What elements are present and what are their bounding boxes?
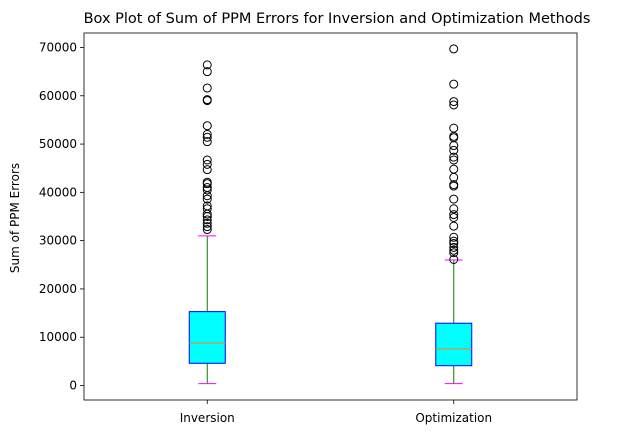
y-tick-label: 30000: [39, 234, 77, 248]
outlier-point: [449, 164, 459, 174]
outlier-point: [202, 183, 212, 193]
outlier-point: [449, 44, 459, 54]
outlier-point: [449, 221, 459, 231]
y-tick-label: 40000: [39, 185, 77, 199]
y-tick-label: 10000: [39, 330, 77, 344]
outlier-point: [202, 225, 212, 235]
outlier-point: [449, 100, 459, 110]
outlier-point: [202, 121, 212, 131]
outlier-point: [202, 218, 212, 228]
outlier-point: [449, 204, 459, 214]
outlier-point: [202, 67, 212, 77]
y-tick-label: 20000: [39, 282, 77, 296]
outlier-point: [202, 155, 212, 165]
outlier-point: [449, 141, 459, 151]
outlier-point: [449, 212, 459, 222]
outlier-point: [449, 123, 459, 133]
outlier-point: [449, 180, 459, 190]
outlier-point: [449, 145, 459, 155]
y-axis-label: Sum of PPM Errors: [8, 163, 22, 273]
box-iqr: [188, 311, 226, 364]
plot-area: 0 10000 20000 30000 40000 50000 60000 70000 Inve…: [39, 32, 578, 425]
outlier-point: [449, 239, 459, 249]
outlier-point: [202, 201, 212, 211]
x-tick-label: Optimization: [415, 411, 492, 425]
outlier-point: [449, 155, 459, 165]
outlier-point: [449, 242, 459, 252]
y-tick-label: 50000: [39, 137, 77, 151]
y-tick-label: 0: [69, 379, 77, 393]
outlier-point: [449, 236, 459, 246]
outlier-point: [449, 194, 459, 204]
outlier-point: [449, 152, 459, 162]
box-iqr: [435, 322, 473, 367]
outlier-point: [202, 194, 212, 204]
axes-frame: [83, 32, 578, 401]
outlier-point: [202, 222, 212, 232]
outlier-point: [449, 248, 459, 258]
outlier-point: [202, 215, 212, 225]
outlier-point: [202, 177, 212, 187]
outlier-point: [202, 165, 212, 175]
outlier-point: [202, 132, 212, 142]
outlier-point: [202, 83, 212, 93]
outlier-point: [202, 137, 212, 147]
outlier-point: [202, 95, 212, 105]
outlier-point: [202, 129, 212, 139]
outlier-point: [449, 210, 459, 220]
outlier-point: [449, 97, 459, 107]
y-tick-label: 60000: [39, 89, 77, 103]
outlier-point: [449, 245, 459, 255]
outlier-point: [449, 79, 459, 89]
outlier-point: [449, 232, 459, 242]
outlier-point: [202, 159, 212, 169]
outlier-point: [202, 204, 212, 214]
chart-title: Box Plot of Sum of PPM Errors for Invers…: [84, 11, 591, 27]
y-tick-label: 70000: [39, 40, 77, 54]
outlier-point: [202, 60, 212, 70]
x-tick-label: Inversion: [180, 411, 235, 425]
outlier-point: [449, 254, 459, 264]
